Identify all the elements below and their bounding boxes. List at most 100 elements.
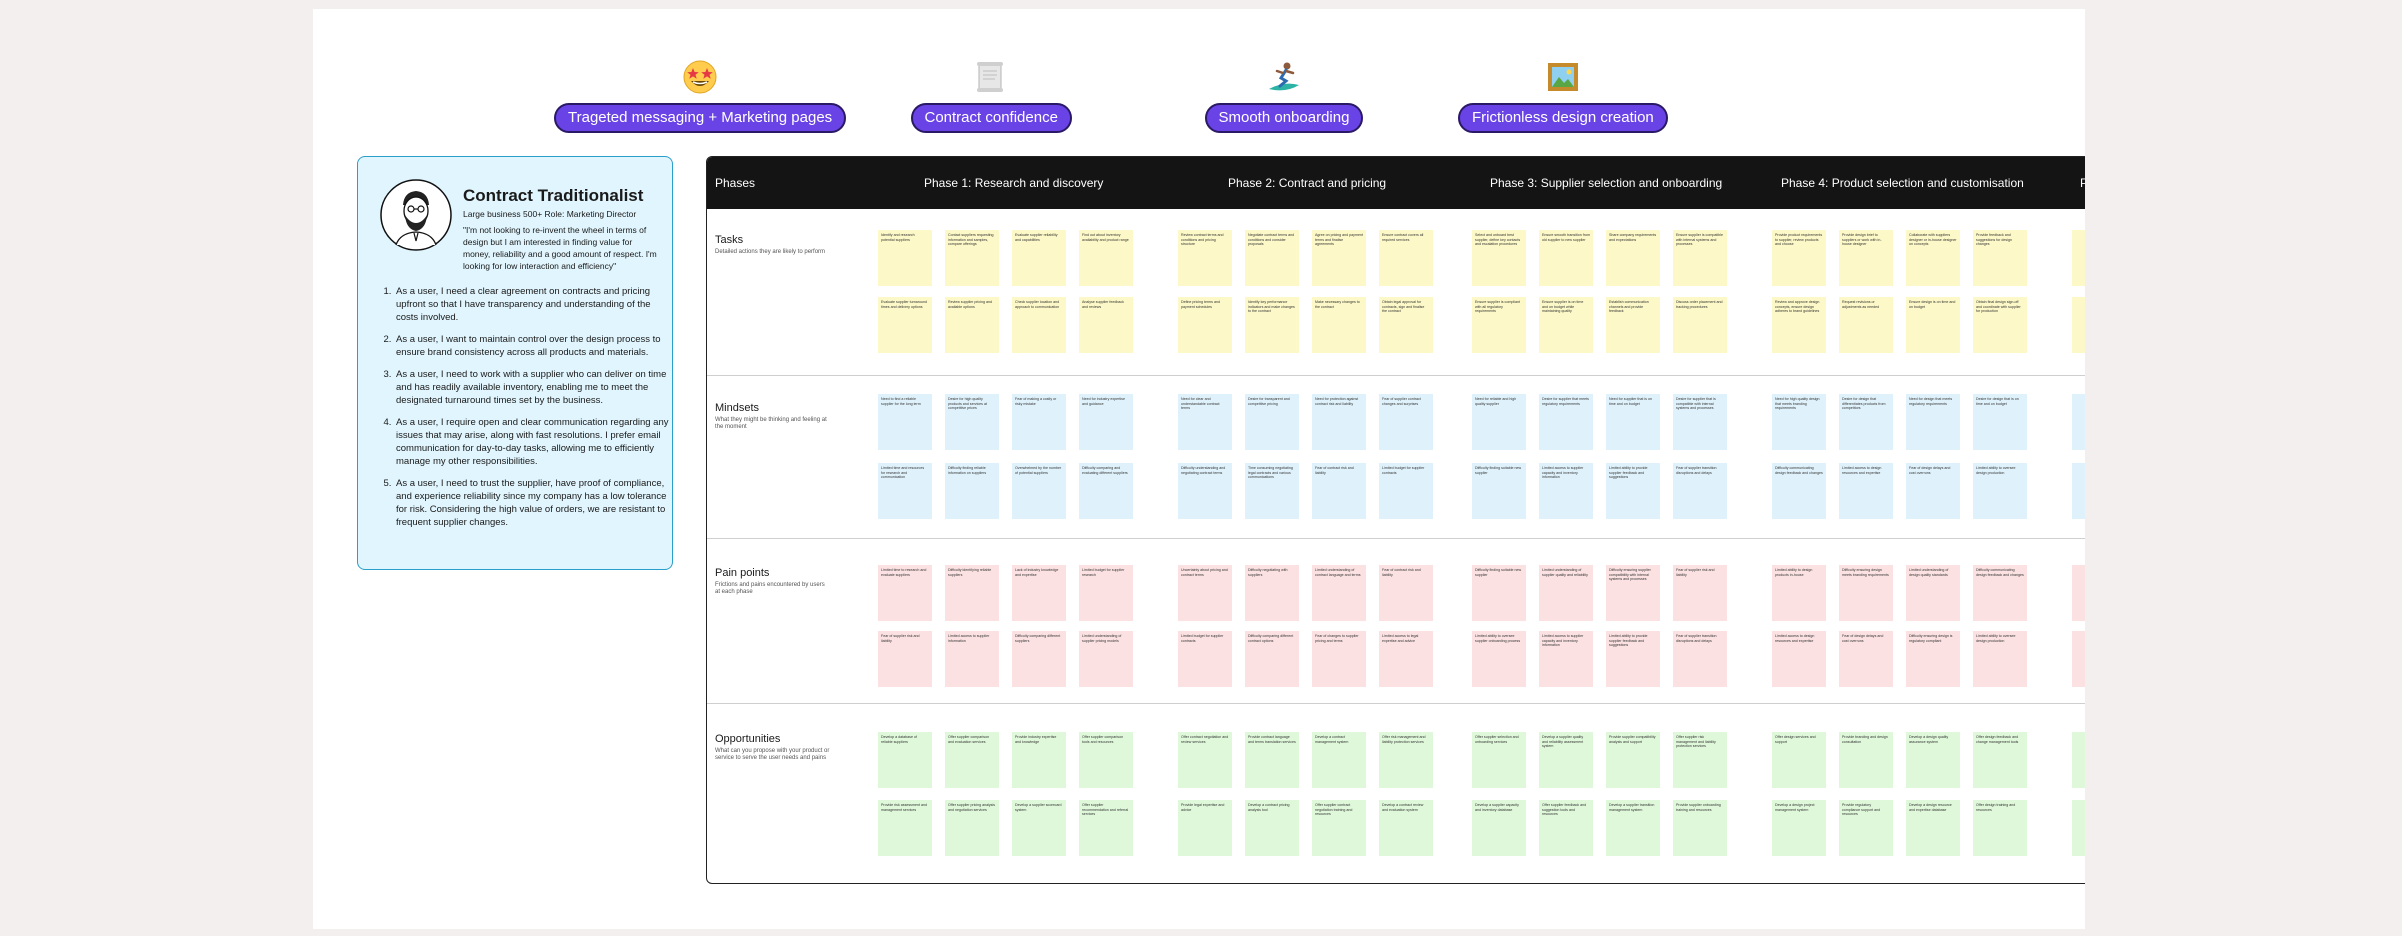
sticky-note[interactable]: Provide supplier compatibility analysis … [1606,732,1660,788]
sticky-note[interactable]: Request revisions or adjustments as need… [1839,297,1893,353]
sticky-note[interactable]: Difficulty comparing and evaluating diff… [1079,463,1133,519]
sticky-note[interactable]: Difficulty communicating design feedback… [1973,565,2027,621]
sticky-note-partial[interactable] [2072,565,2085,621]
sticky-note[interactable]: Offer design services and support [1772,732,1826,788]
sticky-note[interactable]: Provide regulatory compliance support an… [1839,800,1893,856]
sticky-note[interactable]: Offer supplier selection and onboarding … [1472,732,1526,788]
sticky-note[interactable]: Obtain legal approval for contracts, sig… [1379,297,1433,353]
sticky-note[interactable]: Discuss order placement and tracking pro… [1673,297,1727,353]
sticky-note[interactable]: Offer supplier comparison tools and reso… [1079,732,1133,788]
sticky-note[interactable]: Limited time and resources for research … [878,463,932,519]
theme-smooth-onboarding[interactable]: Smooth onboarding [1204,57,1364,133]
sticky-note-partial[interactable] [2072,800,2085,856]
sticky-note[interactable]: Develop a supplier scorecard system [1012,800,1066,856]
sticky-note[interactable]: Time consuming negotiating legal contrac… [1245,463,1299,519]
sticky-note[interactable]: Limited understanding of supplier pricin… [1079,631,1133,687]
sticky-note[interactable]: Fear of supplier transition disruptions … [1673,463,1727,519]
sticky-note-partial[interactable] [2072,732,2085,788]
sticky-note[interactable]: Need for industry expertise and guidance [1079,394,1133,450]
sticky-note[interactable]: Fear of supplier risk and liability [878,631,932,687]
sticky-note[interactable]: Need for supplier that is on time and on… [1606,394,1660,450]
sticky-note[interactable]: Develop a contract review and evaluation… [1379,800,1433,856]
sticky-note[interactable]: Share company requirements and expectati… [1606,230,1660,286]
sticky-note[interactable]: Difficulty comparing different contract … [1245,631,1299,687]
sticky-note[interactable]: Fear of design delays and cost overruns [1839,631,1893,687]
sticky-note[interactable]: Offer supplier feedback and suggestion t… [1539,800,1593,856]
sticky-note[interactable]: Desire for design that differentiates pr… [1839,394,1893,450]
sticky-note[interactable]: Need for protection against contract ris… [1312,394,1366,450]
sticky-note[interactable]: Offer contract negotiation and review se… [1178,732,1232,788]
sticky-note-partial[interactable] [2072,230,2085,286]
sticky-note[interactable]: Need for clear and understandable contra… [1178,394,1232,450]
sticky-note[interactable]: Limited time to research and evaluate su… [878,565,932,621]
sticky-note[interactable]: Limited access to supplier capacity and … [1539,631,1593,687]
sticky-note[interactable]: Select and onboard best supplier, define… [1472,230,1526,286]
sticky-note[interactable]: Difficulty ensuring design meets brandin… [1839,565,1893,621]
sticky-note[interactable]: Ensure smooth transition from old suppli… [1539,230,1593,286]
sticky-note[interactable]: Provide supplier onboarding training and… [1673,800,1727,856]
sticky-note[interactable]: Agree on pricing and payment terms and f… [1312,230,1366,286]
sticky-note[interactable]: Review contract terms and conditions and… [1178,230,1232,286]
sticky-note[interactable]: Provide contract language and terms tran… [1245,732,1299,788]
sticky-note[interactable]: Fear of supplier risk and liability [1673,565,1727,621]
sticky-note[interactable]: Develop a supplier transition management… [1606,800,1660,856]
sticky-note[interactable]: Offer risk management and liability prot… [1379,732,1433,788]
sticky-note[interactable]: Identify key performance indicators and … [1245,297,1299,353]
sticky-note[interactable]: Review supplier pricing and available op… [945,297,999,353]
sticky-note-partial[interactable] [2072,631,2085,687]
sticky-note[interactable]: Review and approve design concepts, ensu… [1772,297,1826,353]
sticky-note[interactable]: Difficulty ensuring supplier compatibili… [1606,565,1660,621]
sticky-note[interactable]: Limited ability to oversee design produc… [1973,463,2027,519]
sticky-note[interactable]: Uncertainty about pricing and contract t… [1178,565,1232,621]
sticky-note[interactable]: Overwhelmed by the number of potential s… [1012,463,1066,519]
sticky-note[interactable]: Difficulty comparing different suppliers [1012,631,1066,687]
journey-map[interactable]: Phases Phase 1: Research and discovery P… [706,156,2085,884]
sticky-note[interactable]: Need for design that meets regulatory re… [1906,394,1960,450]
sticky-note[interactable]: Offer design feedback and change managem… [1973,732,2027,788]
sticky-note[interactable]: Limited budget for supplier contracts [1379,463,1433,519]
sticky-note[interactable]: Difficulty identifying reliable supplier… [945,565,999,621]
sticky-note[interactable]: Establish communication channels and pro… [1606,297,1660,353]
sticky-note[interactable]: Difficulty understanding and negotiating… [1178,463,1232,519]
sticky-note[interactable]: Develop a design project management syst… [1772,800,1826,856]
sticky-note[interactable]: Difficulty finding suitable new supplier [1472,463,1526,519]
sticky-note[interactable]: Difficulty finding reliable information … [945,463,999,519]
sticky-note-partial[interactable] [2072,297,2085,353]
sticky-note[interactable]: Fear of contract risk and liability [1312,463,1366,519]
sticky-note[interactable]: Limited ability to provide supplier feed… [1606,631,1660,687]
sticky-note[interactable]: Offer supplier contract negotiation trai… [1312,800,1366,856]
sticky-note[interactable]: Difficulty negotiating with suppliers [1245,565,1299,621]
sticky-note[interactable]: Evaluate supplier reliability and capabi… [1012,230,1066,286]
sticky-note[interactable]: Identify and research potential supplier… [878,230,932,286]
sticky-note[interactable]: Fear of making a costly or risky mistake [1012,394,1066,450]
sticky-note[interactable]: Find out about inventory availability an… [1079,230,1133,286]
sticky-note[interactable]: Limited ability to provide supplier feed… [1606,463,1660,519]
sticky-note[interactable]: Offer supplier recommendation and referr… [1079,800,1133,856]
sticky-note[interactable]: Ensure supplier is compatible with inter… [1673,230,1727,286]
sticky-note[interactable]: Lack of industry knowledge and expertise [1012,565,1066,621]
sticky-note[interactable]: Develop a design resource and expertise … [1906,800,1960,856]
sticky-note[interactable]: Fear of supplier contract changes and su… [1379,394,1433,450]
theme-contract-confidence[interactable]: Contract confidence [910,57,1072,133]
sticky-note[interactable]: Develop a database of reliable suppliers [878,732,932,788]
sticky-note[interactable]: Offer design training and resources [1973,800,2027,856]
sticky-note[interactable]: Fear of contract risk and liability [1379,565,1433,621]
persona-card[interactable]: Contract Traditionalist Large business 5… [357,156,673,570]
sticky-note[interactable]: Limited access to design resources and e… [1772,631,1826,687]
sticky-note[interactable]: Ensure contract covers all required serv… [1379,230,1433,286]
sticky-note[interactable]: Desire for supplier that is compatible w… [1673,394,1727,450]
sticky-note[interactable]: Desire for transparent and competitive p… [1245,394,1299,450]
sticky-note[interactable]: Define pricing terms and payment schedul… [1178,297,1232,353]
sticky-note[interactable]: Limited access to supplier information [945,631,999,687]
sticky-note-partial[interactable] [2072,463,2085,519]
sticky-note[interactable]: Provide branding and design consultation [1839,732,1893,788]
sticky-note[interactable]: Limited ability to oversee design produc… [1973,631,2027,687]
sticky-note[interactable]: Develop a contract pricing analysis tool [1245,800,1299,856]
sticky-note[interactable]: Need for reliable and high quality suppl… [1472,394,1526,450]
sticky-note[interactable]: Limited access to legal expertise and ad… [1379,631,1433,687]
sticky-note[interactable]: Offer supplier pricing analysis and nego… [945,800,999,856]
sticky-note[interactable]: Limited access to supplier capacity and … [1539,463,1593,519]
sticky-note[interactable]: Difficulty ensuring design is regulatory… [1906,631,1960,687]
sticky-note[interactable]: Difficulty communicating design feedback… [1772,463,1826,519]
sticky-note[interactable]: Limited understanding of design quality … [1906,565,1960,621]
